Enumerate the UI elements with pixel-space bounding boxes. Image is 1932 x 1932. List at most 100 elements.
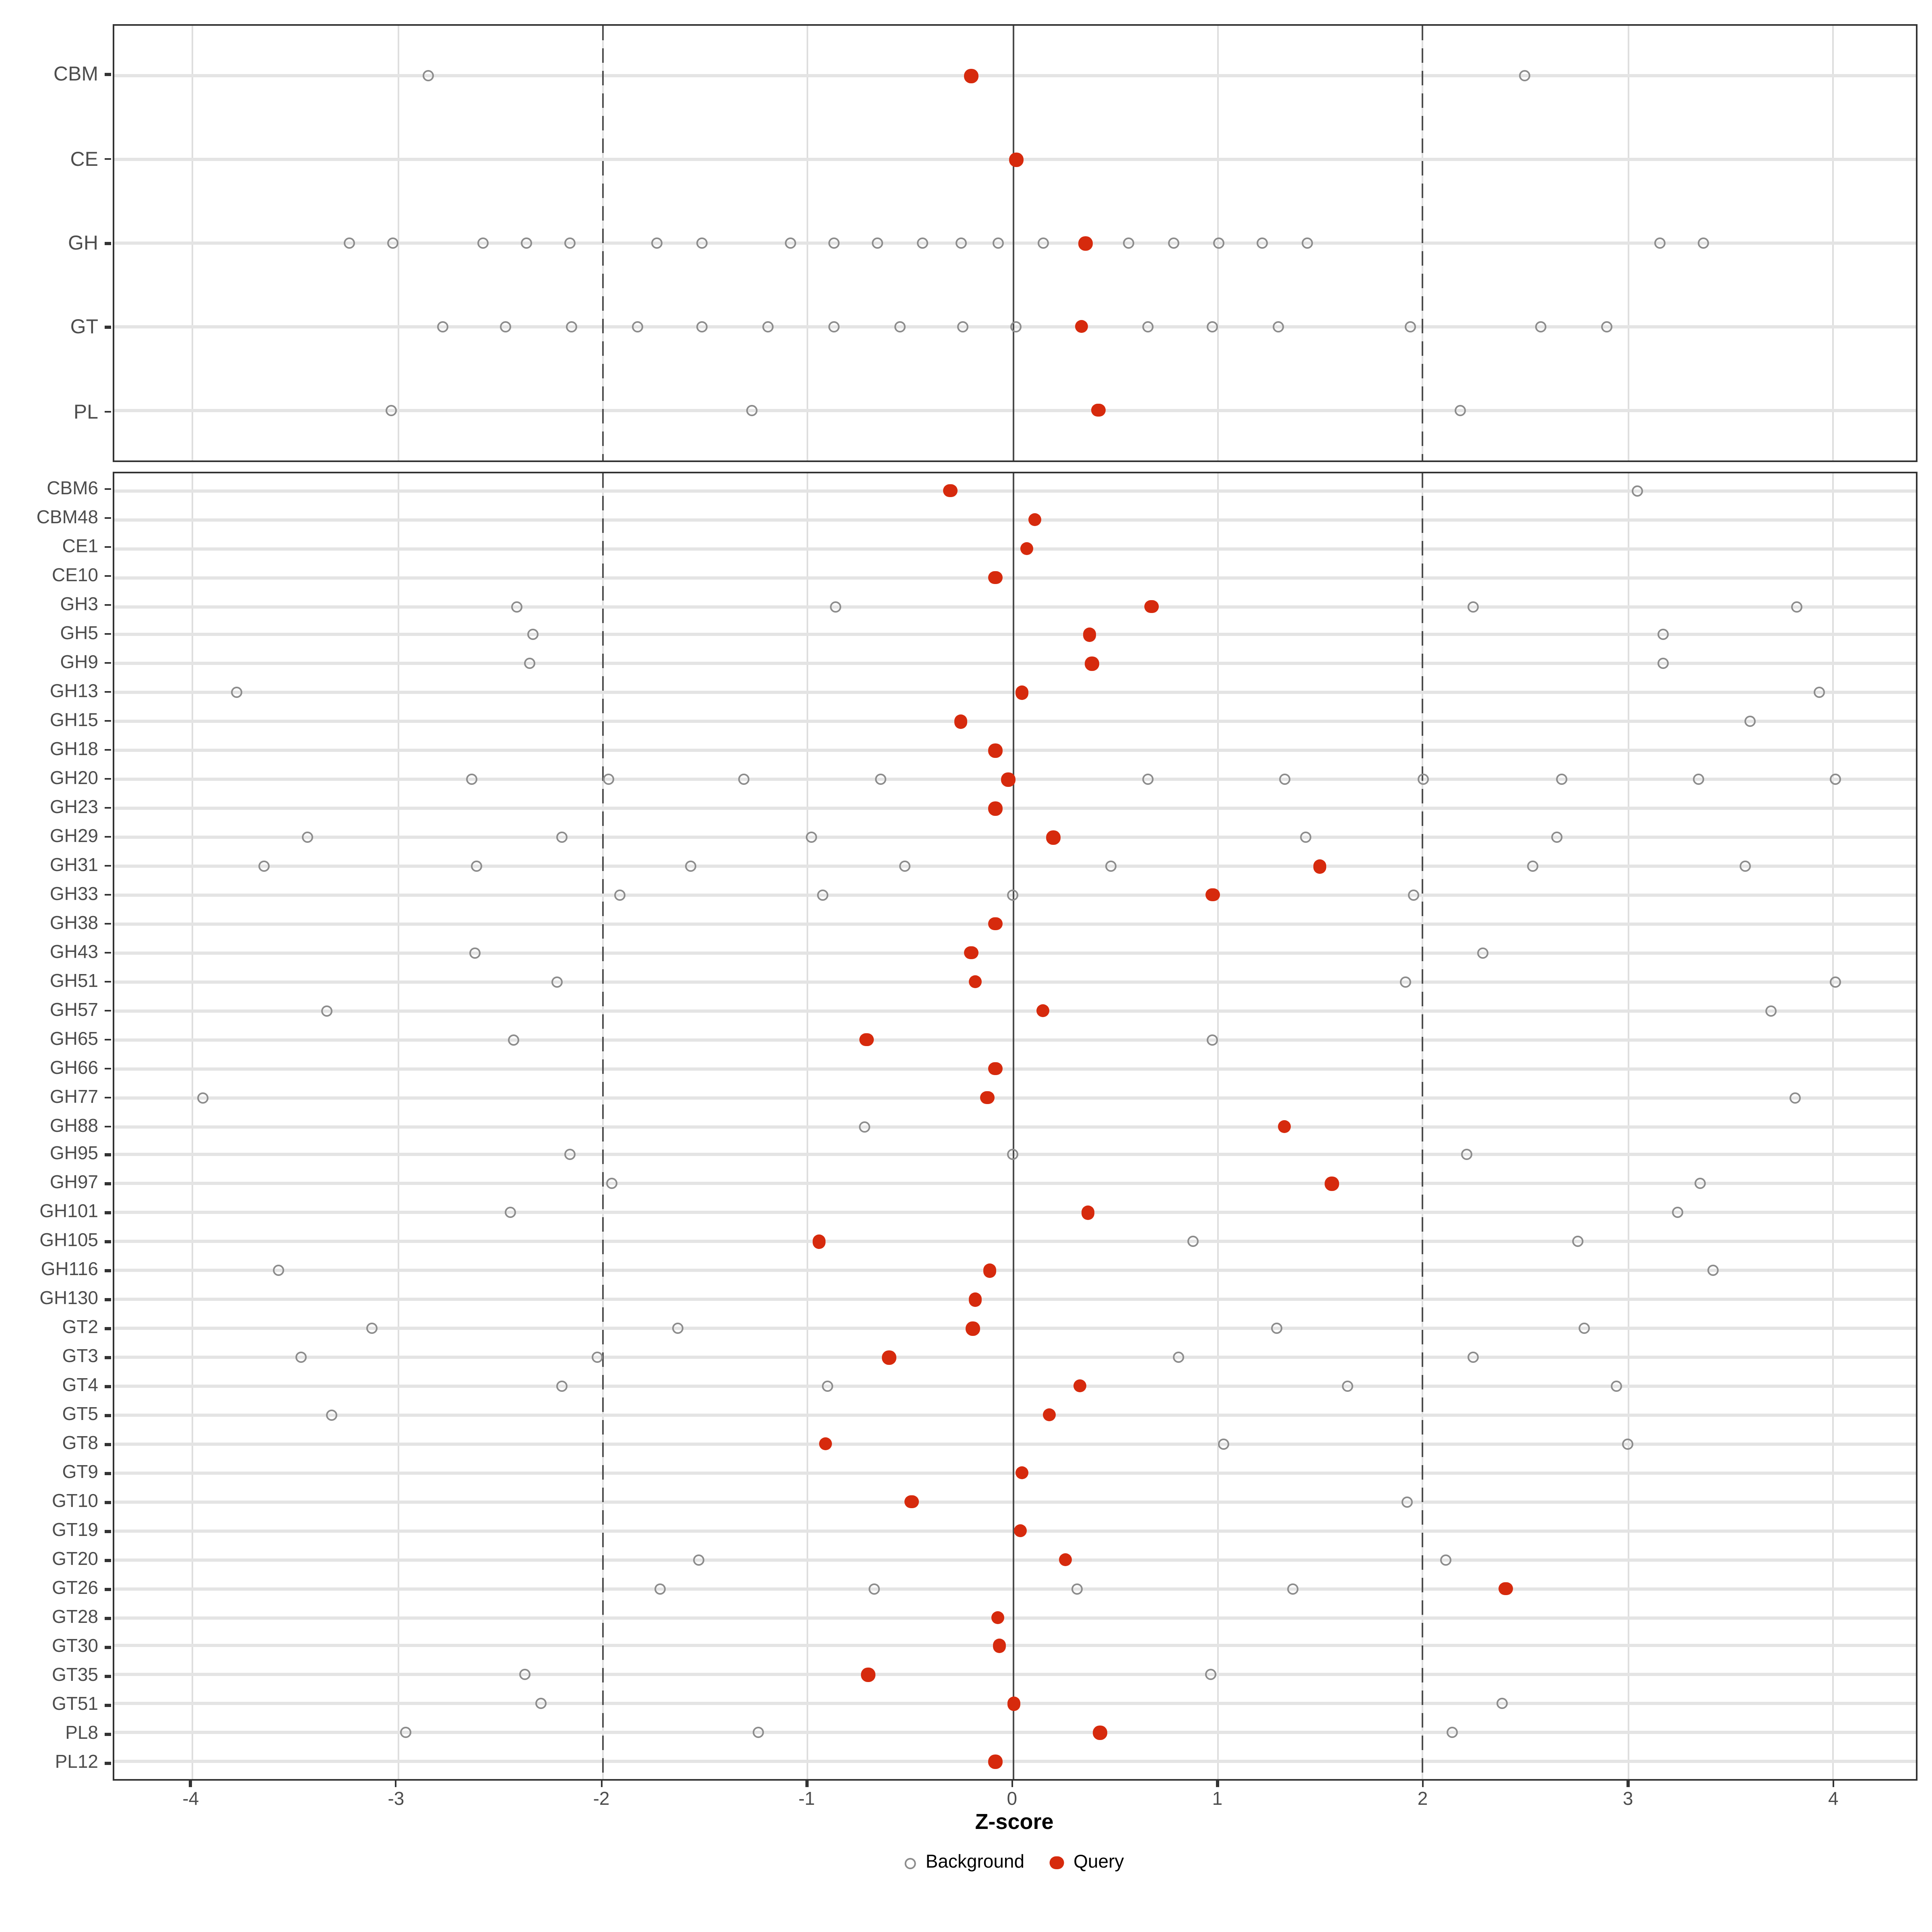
background-point-pl bbox=[746, 405, 758, 416]
background-point-pl8 bbox=[752, 1727, 764, 1739]
background-point-gh20 bbox=[875, 774, 887, 785]
background-point-gh20 bbox=[603, 774, 614, 785]
query-point-gt4 bbox=[1073, 1379, 1087, 1393]
row-label-gh18: GH18 bbox=[50, 740, 98, 760]
background-point-gh20 bbox=[1556, 774, 1567, 785]
background-point-gt51 bbox=[535, 1698, 547, 1710]
row-gridline bbox=[114, 1096, 1916, 1099]
background-point-gt4 bbox=[1342, 1380, 1354, 1392]
row-gridline bbox=[114, 1587, 1916, 1590]
background-point-gh51 bbox=[551, 976, 563, 988]
background-point-gh bbox=[477, 237, 489, 249]
y-tick-mark bbox=[105, 690, 111, 693]
row-gridline bbox=[114, 1760, 1916, 1763]
background-point-gh bbox=[955, 237, 966, 249]
background-point-gt bbox=[1207, 321, 1219, 332]
row-gridline bbox=[114, 807, 1916, 810]
background-point-gh bbox=[992, 237, 1003, 249]
row-gridline bbox=[114, 605, 1916, 608]
background-point-gh13 bbox=[231, 687, 243, 699]
background-point-cbm bbox=[1519, 70, 1530, 82]
background-point-gh20 bbox=[1141, 774, 1153, 785]
background-point-gh29 bbox=[1551, 832, 1563, 843]
y-tick-mark bbox=[105, 1530, 111, 1533]
background-point-gh20 bbox=[1418, 774, 1430, 785]
query-point-gh15 bbox=[954, 715, 968, 729]
background-point-gt3 bbox=[1172, 1352, 1184, 1363]
background-point-gh13 bbox=[1814, 687, 1825, 699]
y-tick-mark bbox=[105, 1733, 111, 1736]
y-tick-mark bbox=[105, 1183, 111, 1185]
query-point-gt51 bbox=[1007, 1697, 1021, 1711]
row-label-gh33: GH33 bbox=[50, 885, 98, 904]
background-point-gt26 bbox=[1287, 1583, 1298, 1594]
query-point-gt28 bbox=[991, 1610, 1005, 1624]
y-tick-mark bbox=[105, 1472, 111, 1475]
query-point-gh23 bbox=[989, 801, 1003, 815]
background-point-gt26 bbox=[654, 1583, 665, 1594]
background-point-gh20 bbox=[738, 774, 749, 785]
row-label-gt2: GT2 bbox=[62, 1319, 99, 1339]
background-point-gh101 bbox=[1672, 1207, 1684, 1219]
background-point-gh77 bbox=[196, 1092, 208, 1103]
background-point-gt bbox=[957, 321, 969, 332]
row-gridline bbox=[114, 1356, 1916, 1359]
background-point-gt3 bbox=[592, 1352, 604, 1363]
query-point-gh97 bbox=[1325, 1177, 1339, 1191]
query-point-pl8 bbox=[1093, 1726, 1107, 1740]
row-label-pl: PL bbox=[73, 400, 98, 423]
y-tick-mark bbox=[105, 242, 111, 244]
row-gridline bbox=[114, 1731, 1916, 1735]
query-point-gt30 bbox=[993, 1639, 1007, 1653]
x-axis-title: Z-score bbox=[975, 1810, 1054, 1834]
background-point-gt bbox=[1535, 321, 1547, 332]
row-label-gt8: GT8 bbox=[62, 1435, 99, 1455]
background-point-gh101 bbox=[504, 1207, 516, 1219]
query-point-gh38 bbox=[989, 917, 1003, 931]
x-tick-mark bbox=[189, 1781, 192, 1787]
y-tick-mark bbox=[105, 1588, 111, 1591]
row-gridline bbox=[114, 691, 1916, 695]
background-point-gh33 bbox=[1006, 889, 1018, 901]
row-gridline bbox=[114, 1298, 1916, 1301]
background-point-gh116 bbox=[272, 1265, 284, 1276]
y-tick-mark bbox=[105, 603, 111, 606]
row-gridline bbox=[114, 1471, 1916, 1475]
background-point-gt bbox=[762, 321, 774, 332]
y-tick-mark bbox=[105, 661, 111, 664]
y-tick-mark bbox=[105, 1327, 111, 1330]
y-tick-mark bbox=[105, 1269, 111, 1272]
query-point-gh66 bbox=[989, 1061, 1003, 1075]
background-point-gh bbox=[564, 237, 575, 249]
background-point-gt bbox=[1404, 321, 1416, 332]
background-point-gh31 bbox=[258, 861, 270, 872]
background-point-gh bbox=[1301, 237, 1313, 249]
query-point-gh101 bbox=[1081, 1206, 1095, 1220]
row-label-gt9: GT9 bbox=[62, 1464, 99, 1484]
row-label-cbm: CBM bbox=[53, 63, 98, 86]
row-label-gh66: GH66 bbox=[50, 1059, 98, 1078]
x-tick-mark bbox=[1627, 1781, 1629, 1787]
background-point-gt bbox=[436, 321, 448, 332]
y-tick-mark bbox=[105, 748, 111, 751]
background-point-gh97 bbox=[1695, 1178, 1707, 1190]
query-point-gt10 bbox=[904, 1495, 919, 1509]
background-point-gt bbox=[1273, 321, 1284, 332]
background-point-gh51 bbox=[1830, 976, 1842, 988]
row-gridline bbox=[114, 922, 1916, 926]
y-tick-mark bbox=[105, 777, 111, 780]
row-label-gt19: GT19 bbox=[52, 1522, 98, 1542]
row-label-gh43: GH43 bbox=[50, 943, 98, 962]
row-label-gh31: GH31 bbox=[50, 856, 98, 875]
row-gridline bbox=[114, 547, 1916, 550]
x-tick-label: -4 bbox=[182, 1790, 199, 1810]
background-point-gh bbox=[1037, 237, 1049, 249]
row-gridline bbox=[114, 242, 1916, 245]
background-point-gt bbox=[1141, 321, 1153, 332]
y-tick-mark bbox=[105, 1212, 111, 1214]
row-gridline bbox=[114, 1384, 1916, 1388]
row-gridline bbox=[114, 778, 1916, 781]
row-gridline bbox=[114, 1009, 1916, 1012]
query-point-gh116 bbox=[983, 1263, 997, 1278]
background-point-gh97 bbox=[607, 1178, 618, 1190]
